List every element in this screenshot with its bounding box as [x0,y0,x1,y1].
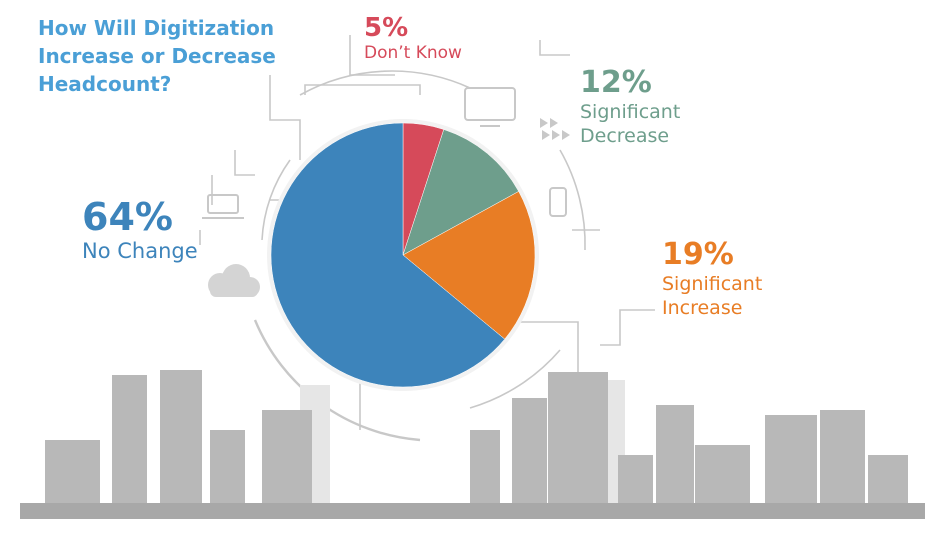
building [512,398,547,505]
slice-percent: 12% [580,65,652,100]
slice-percent: 19% [662,237,734,272]
building [618,455,653,505]
monitor-icon [464,87,516,127]
phone-icon [549,187,567,217]
building [656,405,694,505]
title-line: Headcount? [38,72,172,96]
city-skyline [20,370,925,519]
slice-label-no-change: 64% No Change [82,196,198,264]
street [20,503,925,519]
title-line: How Will Digitization [38,16,275,40]
building [262,410,312,505]
pie-slice-significant-decrease [402,129,520,256]
slice-text: Increase [662,297,743,319]
building [765,415,817,505]
slice-text: Significant [662,273,763,295]
slice-text: Decrease [580,125,670,147]
circuit-arc [261,159,291,241]
building [112,375,147,505]
chart-title: How Will Digitization Increase or Decrea… [38,14,298,98]
circuit-line [600,309,655,346]
circuit-arc [559,149,586,251]
circuit-line [539,40,570,56]
circuit-arc [299,70,471,96]
building [695,445,750,505]
slice-label-significant-decrease: 12% Significant Decrease [580,66,680,148]
circuit-arc [469,349,561,409]
building [820,410,865,505]
slice-text: Significant [580,101,681,123]
building [868,455,908,505]
slice-percent: 5% [364,13,409,43]
building [160,370,202,505]
title-line: Increase or Decrease [38,44,276,68]
building [548,372,608,505]
pie-slice-no-change [270,122,506,388]
building [45,440,100,505]
pie-chart [270,122,536,388]
slice-label-significant-increase: 19% Significant Increase [662,238,762,320]
circuit-lines [199,35,655,442]
arrow-chevrons-icon [540,118,570,140]
circuit-line [304,84,421,95]
pie-slice-significant-increase [402,191,536,340]
building [470,430,500,505]
laptop-icon [202,194,244,219]
slice-label-dont-know: 5% Don’t Know [364,14,462,64]
circuit-line [234,150,255,176]
building [210,430,245,505]
slice-percent: 64% [82,195,173,239]
cloud-icon [208,264,260,297]
slice-text: Don’t Know [364,43,462,63]
circuit-line [269,75,301,160]
slice-text: No Change [82,239,198,263]
